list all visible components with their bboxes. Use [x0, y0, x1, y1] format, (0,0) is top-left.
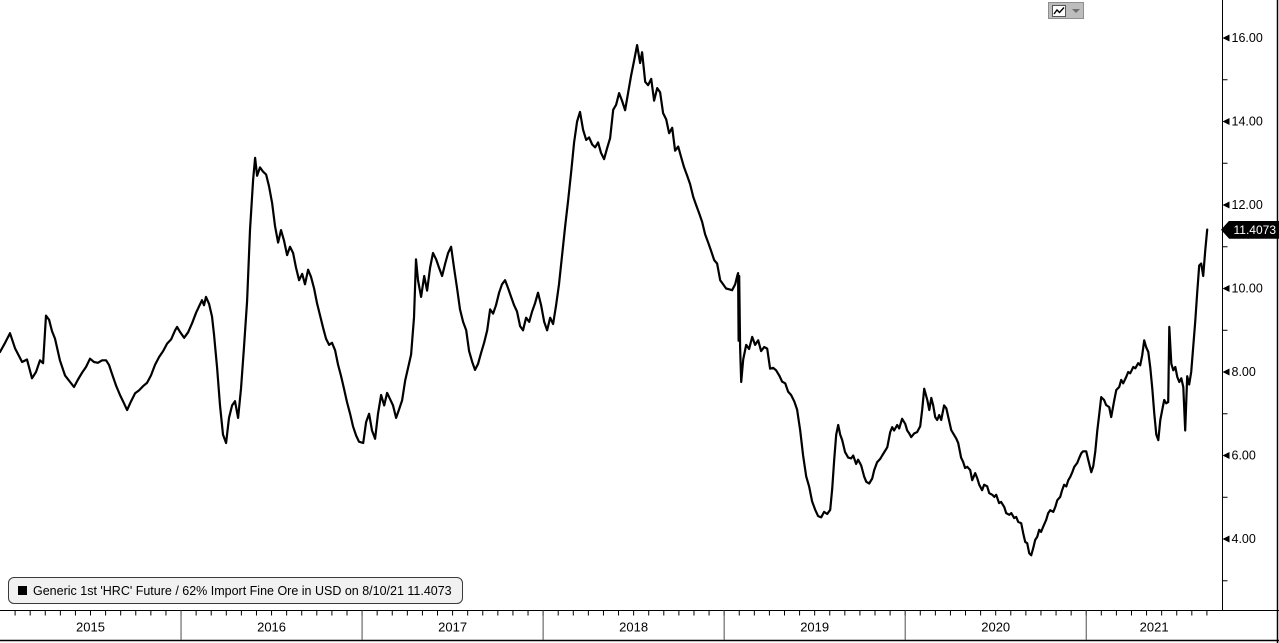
series-legend-label: Generic 1st 'HRC' Future / 62% Import Fi… [33, 583, 452, 598]
last-value-text: 11.4073 [1233, 222, 1277, 237]
caret-down-icon [1072, 8, 1080, 13]
y-tick-label: 12.00 [1232, 198, 1263, 212]
y-tick-arrow-icon [1222, 117, 1230, 125]
y-tick-arrow-icon [1222, 201, 1230, 209]
y-tick-arrow-icon [1222, 452, 1230, 460]
y-tick-label: 8.00 [1232, 365, 1256, 379]
last-value-tag: 11.4073 [1221, 220, 1279, 239]
y-tick-arrow-icon [1222, 368, 1230, 376]
x-year-label: 2021 [1140, 620, 1169, 635]
y-tick-label: 14.00 [1232, 115, 1263, 129]
price-line[interactable] [0, 43, 1209, 557]
line-chart-icon [1052, 4, 1066, 17]
y-tick-arrow-icon [1222, 285, 1230, 293]
x-year-label: 2016 [257, 620, 286, 635]
chart-type-button[interactable] [1048, 2, 1084, 19]
series-legend[interactable]: Generic 1st 'HRC' Future / 62% Import Fi… [8, 577, 463, 604]
y-tick-arrow-icon [1222, 535, 1230, 543]
y-tick-label: 10.00 [1232, 282, 1263, 296]
y-tick-arrow-icon [1222, 34, 1230, 42]
x-year-label: 2020 [981, 620, 1010, 635]
y-tick-label: 6.00 [1232, 449, 1256, 463]
x-year-label: 2015 [76, 620, 105, 635]
series-swatch-icon [18, 586, 27, 595]
y-tick-label: 16.00 [1232, 31, 1263, 45]
x-year-label: 2018 [619, 620, 648, 635]
y-tick-label: 4.00 [1232, 532, 1256, 546]
x-year-label: 2017 [438, 620, 467, 635]
x-year-label: 2019 [800, 620, 829, 635]
